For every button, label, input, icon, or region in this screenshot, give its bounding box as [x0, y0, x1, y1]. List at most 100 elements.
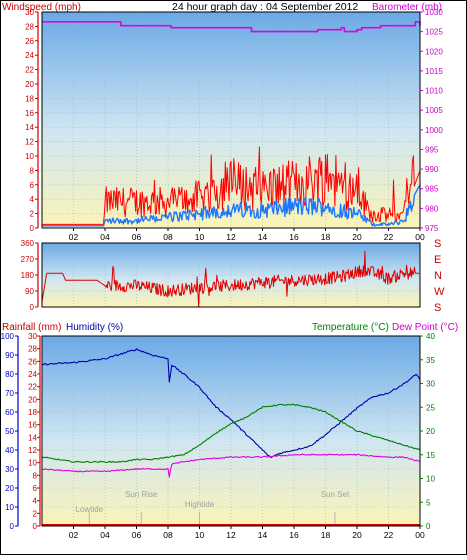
y-tick-label: 16 [25, 109, 34, 118]
barometer-axis-label: Barometer (mb) [372, 2, 442, 13]
y-tick-label: 24 [25, 51, 34, 60]
y-tick-label: 10 [28, 459, 37, 468]
wind-panel-axes: 02 04 06 08 10 12 14 16 18 20 22 000246810121416182… [25, 8, 443, 242]
y-tick-label: 15 [426, 451, 435, 460]
x-tick-label: 02 [69, 232, 79, 242]
x-tick-label: 18 [321, 232, 331, 242]
y-tick-label: 2 [33, 509, 38, 518]
x-tick-label: 16 [289, 530, 299, 540]
x-tick-label: 16 [289, 232, 299, 242]
x-tick-label: 22 [384, 530, 394, 540]
y-tick-label: 80 [5, 370, 14, 379]
x-tick-label: 04 [100, 530, 110, 540]
x-tick-label: 12 [226, 530, 236, 540]
y-tick-label: 60 [5, 408, 14, 417]
wind-average-line [42, 184, 421, 227]
x-tick-label: 12 [226, 232, 236, 242]
direction-panel-series [41, 250, 420, 308]
annotation-label: Lowtide [75, 505, 103, 514]
y-tick-label: 30 [25, 8, 34, 17]
compass-label: W [434, 286, 445, 298]
y-tick-label: 30 [426, 380, 435, 389]
y-tick-label: 40 [426, 332, 435, 341]
temperature-axis-label: Temperature (°C) [312, 322, 389, 333]
x-tick-label: 14 [258, 232, 268, 242]
dewpoint-line [41, 453, 421, 478]
y-tick-label: 26 [25, 37, 34, 46]
y-tick-label: 26 [28, 357, 37, 366]
y-tick-label: 100 [1, 332, 15, 341]
y-tick-label: 18 [28, 408, 37, 417]
wind-panel-series [42, 20, 421, 227]
x-tick-label: 08 [163, 530, 173, 540]
y-tick-label: 2 [30, 210, 35, 219]
dewpoint-axis-label: Dew Point (°C) [392, 322, 458, 333]
wind-axis-label: Windspeed (mph) [2, 2, 81, 13]
y-tick-label: 8 [33, 471, 38, 480]
y-tick-label: 14 [25, 123, 34, 132]
x-tick-label: 18 [321, 530, 331, 540]
y-tick-label: 985 [425, 185, 439, 194]
y-tick-label: 0 [30, 303, 35, 312]
temperature-line [41, 403, 421, 464]
y-tick-label: 70 [5, 389, 14, 398]
y-tick-label: 6 [30, 181, 35, 190]
graph-title: 24 hour graph day : 04 September 2012 [172, 1, 358, 13]
y-tick-label: 0 [30, 224, 35, 233]
x-tick-label: 04 [100, 232, 110, 242]
y-tick-label: 1025 [425, 28, 443, 37]
y-tick-label: 18 [25, 94, 34, 103]
y-tick-label: 1005 [425, 106, 443, 115]
y-tick-label: 360 [21, 239, 35, 248]
y-tick-label: 10 [25, 152, 34, 161]
y-tick-label: 980 [425, 204, 439, 213]
y-tick-label: 30 [28, 332, 37, 341]
y-tick-label: 40 [5, 446, 14, 455]
y-tick-label: 14 [28, 433, 37, 442]
x-tick-label: 00 [415, 530, 425, 540]
y-tick-label: 0 [426, 522, 431, 531]
compass-label: S [434, 302, 441, 314]
x-tick-label: 06 [132, 232, 142, 242]
y-tick-label: 50 [5, 427, 14, 436]
x-tick-label: 02 [69, 530, 79, 540]
temperature-panel-series: Lowtide Sun Rise Hightide Sun Set [41, 348, 421, 526]
y-tick-label: 5 [426, 498, 431, 507]
y-tick-label: 270 [21, 255, 35, 264]
y-tick-label: 4 [33, 497, 38, 506]
y-tick-label: 22 [28, 383, 37, 392]
annotation-label: Sun Rise [125, 490, 158, 499]
rainfall-axis-label: Rainfall (mm) [2, 322, 61, 333]
x-tick-label: 10 [195, 232, 205, 242]
y-tick-label: 1000 [425, 126, 443, 135]
y-tick-label: 180 [21, 271, 35, 280]
y-tick-label: 4 [30, 195, 35, 204]
y-tick-label: 0 [10, 522, 15, 531]
y-tick-label: 10 [5, 503, 14, 512]
y-tick-label: 995 [425, 145, 439, 154]
y-tick-label: 12 [25, 138, 34, 147]
x-tick-label: 20 [352, 232, 362, 242]
direction-panel-frame [41, 242, 421, 308]
y-tick-label: 24 [28, 370, 37, 379]
compass-label: S [434, 238, 441, 250]
y-tick-label: 1015 [425, 67, 443, 76]
y-tick-label: 28 [28, 345, 37, 354]
x-tick-label: 00 [415, 232, 425, 242]
pressure-line [42, 20, 421, 33]
y-tick-label: 20 [426, 427, 435, 436]
humidity-axis-label: Humidity (%) [66, 322, 123, 333]
y-tick-label: 20 [25, 80, 34, 89]
y-tick-label: 6 [33, 484, 38, 493]
y-tick-label: 0 [33, 522, 38, 531]
annotation-label: Sun Set [321, 490, 350, 499]
y-tick-label: 16 [28, 421, 37, 430]
y-tick-label: 90 [25, 287, 34, 296]
y-tick-label: 22 [25, 66, 34, 75]
y-tick-label: 35 [426, 356, 435, 365]
y-tick-label: 8 [30, 166, 35, 175]
y-tick-label: 90 [5, 351, 14, 360]
humidity-line [41, 348, 421, 459]
